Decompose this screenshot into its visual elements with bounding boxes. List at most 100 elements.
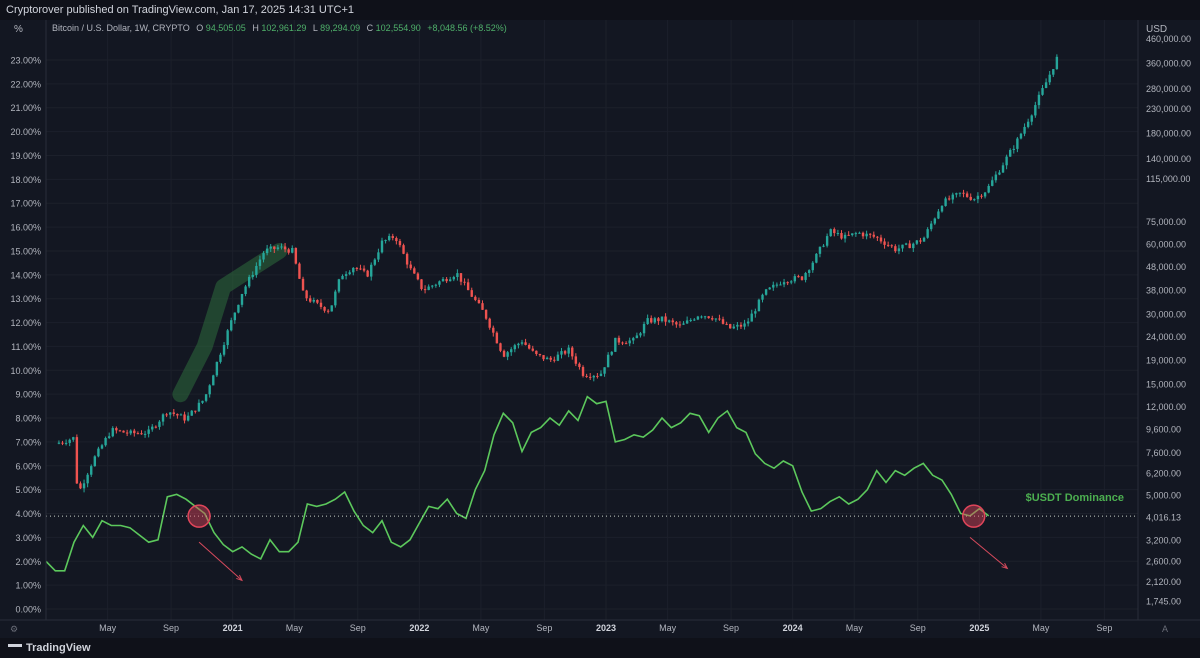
left-tick-label: 18.00% bbox=[10, 175, 41, 185]
candle-body bbox=[434, 284, 438, 286]
right-tick-label: 230,000.00 bbox=[1146, 104, 1191, 114]
candle-body bbox=[477, 299, 481, 304]
candle-body bbox=[606, 354, 610, 368]
candle-body bbox=[632, 338, 635, 341]
tradingview-logo[interactable]: TradingView bbox=[8, 638, 91, 658]
candle-body bbox=[230, 320, 233, 331]
candle-body bbox=[940, 205, 944, 212]
candle-body bbox=[506, 352, 509, 357]
right-tick-label: 3,200.00 bbox=[1146, 536, 1181, 546]
candle-body bbox=[104, 437, 107, 446]
left-tick-label: 10.00% bbox=[10, 366, 41, 376]
candle-body bbox=[212, 375, 215, 386]
candle-body bbox=[757, 299, 761, 312]
down-arrow-line bbox=[198, 541, 243, 581]
candle-body bbox=[165, 414, 168, 416]
candle-body bbox=[348, 272, 351, 275]
right-tick-label: 38,000.00 bbox=[1146, 286, 1186, 296]
candle-body bbox=[273, 246, 276, 249]
candle-body bbox=[527, 344, 531, 349]
candle-body bbox=[915, 240, 919, 244]
candle-body bbox=[861, 232, 865, 237]
symbol-legend[interactable]: Bitcoin / U.S. Dollar, 1W, CRYPTO O 94,5… bbox=[52, 23, 507, 33]
candle-body bbox=[344, 274, 348, 276]
candle-body bbox=[298, 263, 301, 279]
candle-body bbox=[280, 246, 283, 248]
candle-body bbox=[624, 343, 628, 345]
candle-body bbox=[772, 284, 775, 288]
candle-body bbox=[194, 410, 197, 412]
candle-body bbox=[75, 437, 79, 484]
candle-body bbox=[815, 253, 818, 263]
candle-body bbox=[387, 236, 391, 241]
candle-body bbox=[64, 442, 68, 444]
candle-body bbox=[542, 355, 545, 360]
candle-body bbox=[879, 237, 883, 242]
candle-body bbox=[578, 363, 581, 368]
candle-body bbox=[61, 442, 64, 444]
right-axis-ticks[interactable]: 460,000.00 360,000.00 280,000.00 230,000.00… bbox=[1146, 34, 1191, 607]
price-candles bbox=[57, 54, 1059, 493]
right-tick-label: 4,016.13 bbox=[1146, 513, 1181, 523]
candle-body bbox=[574, 356, 578, 364]
bottom-tick-label: Sep bbox=[1096, 623, 1112, 633]
candle-body bbox=[1037, 94, 1041, 106]
candle-body bbox=[947, 198, 951, 200]
candle-body bbox=[524, 342, 527, 345]
candle-body bbox=[269, 246, 272, 249]
candle-body bbox=[779, 284, 782, 286]
candle-body bbox=[438, 281, 441, 285]
candle-body bbox=[807, 270, 811, 273]
candle-body bbox=[158, 421, 161, 427]
candle-body bbox=[176, 413, 179, 416]
left-tick-label: 6.00% bbox=[15, 461, 41, 471]
candle-body bbox=[646, 318, 649, 324]
candle-body bbox=[201, 400, 204, 403]
candle-body bbox=[309, 298, 312, 302]
left-tick-label: 20.00% bbox=[10, 127, 41, 137]
chart-svg[interactable]: 3.89%4,016.13102,554.902d 11h % 23.00%22… bbox=[0, 20, 1200, 638]
candle-body bbox=[405, 253, 409, 265]
candle-body bbox=[818, 246, 822, 254]
candle-body bbox=[973, 199, 976, 201]
candle-body bbox=[456, 273, 459, 278]
chart-area[interactable]: 3.89%4,016.13102,554.902d 11h % 23.00%22… bbox=[0, 20, 1200, 638]
highlight-circle-marker bbox=[187, 504, 211, 528]
candle-body bbox=[255, 265, 258, 275]
candle-body bbox=[535, 350, 538, 355]
settings-icon[interactable]: ⚙ bbox=[10, 624, 18, 634]
candle-body bbox=[409, 264, 412, 269]
candle-body bbox=[642, 323, 646, 334]
bottom-tick-label: May bbox=[659, 623, 677, 633]
footer-bar: TradingView bbox=[0, 638, 1200, 658]
candle-body bbox=[291, 247, 294, 253]
candle-body bbox=[930, 223, 933, 230]
bottom-axis-ticks[interactable]: May Sep 2021 May Sep 2022 May Sep 2023 May Sep 2024… bbox=[99, 623, 1112, 633]
right-tick-label: 140,000.00 bbox=[1146, 154, 1191, 164]
bottom-tick-label: 2025 bbox=[969, 623, 989, 633]
candle-body bbox=[567, 347, 570, 354]
candle-body bbox=[86, 474, 89, 484]
right-axis-bg bbox=[1138, 20, 1200, 620]
left-tick-label: 15.00% bbox=[10, 246, 41, 256]
candle-body bbox=[886, 244, 890, 246]
legend-o-label: O bbox=[196, 23, 203, 33]
left-axis-ticks[interactable]: 23.00% 22.00% 21.00% 20.00% 19.00% 18.00% 17.0… bbox=[10, 56, 41, 615]
candle-body bbox=[276, 247, 280, 249]
bottom-tick-label: Sep bbox=[536, 623, 552, 633]
right-tick-label: 7,600.00 bbox=[1146, 448, 1181, 458]
candle-body bbox=[68, 439, 71, 443]
candle-body bbox=[825, 236, 829, 246]
candle-body bbox=[420, 279, 423, 290]
left-tick-label: 21.00% bbox=[10, 103, 41, 113]
right-tick-label: 75,000.00 bbox=[1146, 217, 1186, 227]
candle-body bbox=[125, 432, 129, 434]
candle-body bbox=[323, 306, 326, 311]
right-axis-title: USD bbox=[1146, 24, 1167, 35]
auto-scale-icon[interactable]: A bbox=[1162, 624, 1168, 634]
candle-body bbox=[301, 278, 305, 291]
candle-body bbox=[380, 240, 384, 253]
candle-body bbox=[190, 410, 193, 416]
candle-body bbox=[240, 294, 244, 305]
candle-body bbox=[621, 342, 624, 344]
